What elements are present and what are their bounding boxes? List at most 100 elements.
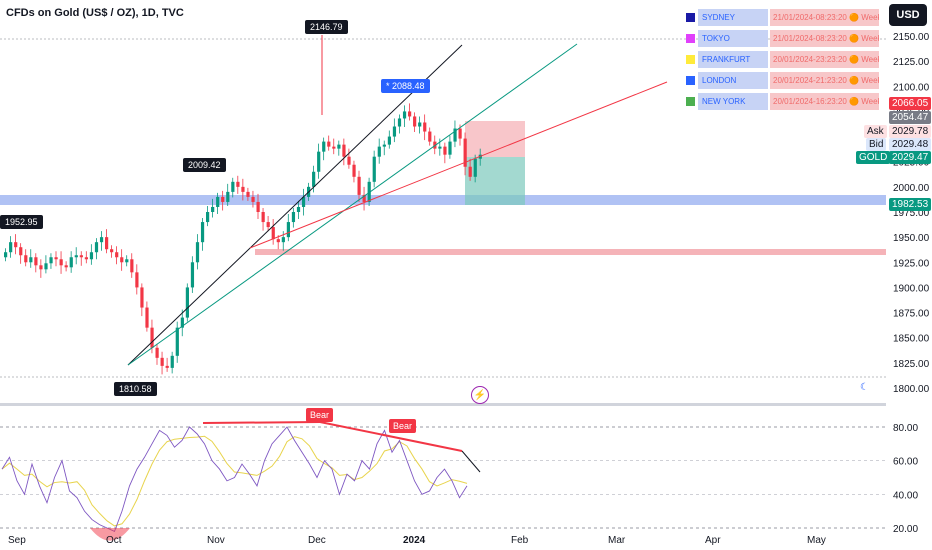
candle — [54, 257, 58, 260]
candle — [428, 131, 432, 142]
candle — [14, 242, 18, 248]
lightning-icon[interactable]: ⚡ — [471, 386, 489, 404]
candle — [160, 357, 164, 366]
trendline-red[interactable] — [249, 81, 668, 249]
trendline-green[interactable] — [127, 43, 578, 366]
candle — [453, 128, 457, 142]
candle — [44, 263, 48, 270]
candle — [458, 128, 462, 139]
tag-close: 2054.47 — [889, 111, 932, 124]
oscillator-tick: 80.00 — [893, 423, 918, 434]
price-tick: 2100.00 — [893, 82, 930, 93]
divergence-line-3 — [461, 450, 481, 473]
candle — [74, 255, 78, 258]
candle — [281, 237, 285, 243]
candle — [246, 191, 250, 197]
candle — [24, 255, 28, 263]
session-time: 21/01/2024-08:23:20 🟠 Weekend — [770, 30, 879, 47]
candle — [140, 287, 144, 308]
time-label: Apr — [705, 535, 721, 546]
candle — [49, 257, 53, 264]
candle — [211, 206, 215, 212]
session-name: TOKYO — [698, 30, 768, 47]
session-color-swatch — [686, 97, 695, 106]
candle — [377, 146, 381, 157]
candle — [170, 355, 174, 368]
price-tick: 1925.00 — [893, 258, 930, 269]
time-label: Feb — [511, 535, 529, 546]
candle — [175, 327, 179, 356]
session-name: FRANKFURT — [698, 51, 768, 68]
oversold-fill — [90, 528, 130, 541]
tag-ask: 2029.78 — [889, 125, 932, 138]
candle — [9, 242, 13, 253]
time-label: Dec — [308, 535, 326, 546]
candle — [251, 196, 255, 202]
time-label: 2024 — [403, 535, 426, 546]
candle — [4, 252, 8, 258]
divergence-line-1 — [202, 421, 321, 424]
candle — [402, 111, 407, 119]
candle — [291, 212, 296, 223]
session-color-swatch — [686, 55, 695, 64]
price-tick: 2000.00 — [893, 183, 930, 194]
session-time: 21/01/2024-08:23:20 🟠 Weekend — [770, 9, 879, 26]
candle — [190, 262, 195, 288]
candle — [473, 158, 477, 177]
price-tick: 1875.00 — [893, 309, 930, 320]
candle — [387, 136, 391, 145]
session-color-swatch — [686, 34, 695, 43]
session-name: NEW YORK — [698, 93, 768, 110]
oscillator-tick: 60.00 — [893, 457, 918, 468]
candle — [317, 151, 321, 172]
oscillator-tick: 20.00 — [893, 524, 918, 535]
support-zone — [0, 195, 886, 205]
candle — [301, 196, 306, 207]
candle — [145, 307, 149, 328]
session-name: LONDON — [698, 72, 768, 89]
candle — [266, 222, 270, 228]
callout-peak: 2146.79 — [305, 20, 348, 34]
chart-title: CFDs on Gold (US$ / OZ), 1D, TVC — [6, 7, 184, 19]
candle — [352, 164, 356, 177]
candle — [332, 146, 336, 149]
candle — [372, 156, 376, 182]
candle — [468, 166, 472, 177]
price-tick: 1825.00 — [893, 359, 930, 370]
candle — [408, 111, 412, 117]
session-color-swatch — [686, 76, 695, 85]
candle — [261, 212, 265, 223]
price-tick: 1975.00 — [893, 208, 930, 219]
session-time: 20/01/2024-16:23:20 🟠 Weekend — [770, 93, 879, 110]
candle — [69, 257, 73, 268]
candle — [94, 242, 99, 253]
candle — [115, 252, 119, 258]
time-label: Oct — [106, 535, 122, 546]
candle — [29, 257, 33, 263]
oscillator-signal-line — [1, 435, 468, 527]
candle — [463, 138, 467, 167]
oscillator-line — [1, 426, 468, 532]
candle — [271, 227, 275, 240]
candle — [347, 156, 351, 165]
divergence-line-2 — [319, 421, 463, 452]
moon-icon[interactable]: ☾ — [860, 382, 869, 393]
candle — [423, 122, 427, 132]
currency-button[interactable]: USD — [889, 4, 927, 26]
candle — [236, 181, 240, 187]
callout-nov-high: 2009.42 — [183, 158, 226, 172]
candle — [185, 287, 189, 318]
candle — [150, 327, 154, 348]
bear-label-1: Bear — [306, 408, 334, 422]
candle — [200, 222, 205, 243]
candle — [110, 249, 114, 253]
tag-support: 1982.53 — [889, 198, 932, 211]
time-label: Mar — [608, 535, 626, 546]
tag-high: 2066.05 — [889, 97, 932, 110]
session-name: SYDNEY — [698, 9, 768, 26]
candle — [392, 126, 397, 137]
callout-oct-low: 1810.58 — [114, 382, 157, 396]
candle — [34, 257, 38, 266]
trendline-black[interactable] — [127, 44, 463, 366]
